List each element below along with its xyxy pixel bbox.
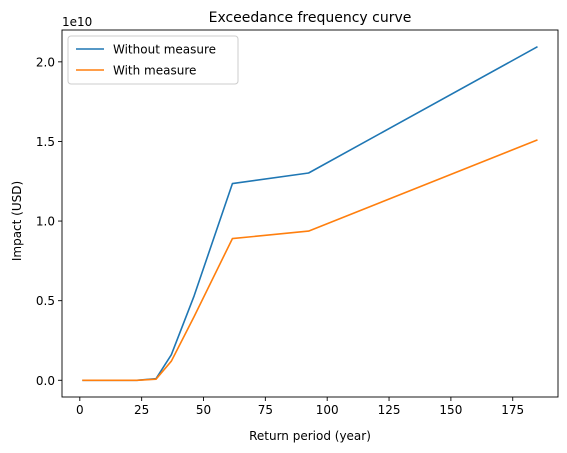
y-tick-label-0: 0.0 — [36, 374, 55, 388]
x-tick-label-25: 25 — [134, 403, 149, 417]
y-tick-label-4: 2.0 — [36, 55, 55, 69]
x-tick-label-150: 150 — [439, 403, 462, 417]
y-tick-label-3: 1.5 — [36, 135, 55, 149]
x-tick-label-75: 75 — [258, 403, 273, 417]
x-tick-label-50: 50 — [196, 403, 211, 417]
legend: Without measure With measure — [67, 35, 239, 85]
series-line-2 — [82, 139, 538, 382]
legend-label-1: Without measure — [113, 43, 216, 57]
plot-area: 0 25 50 75 100 125 150 175 0.0 0.5 1.0 1.5 2.0 — [36, 29, 559, 417]
legend-label-2: With measure — [113, 64, 196, 78]
chart-title: Exceedance frequency curve — [209, 10, 412, 26]
y-tick-label-2: 1.0 — [36, 215, 55, 229]
x-tick-label-175: 175 — [501, 403, 524, 417]
y-axis-label: Impact (USD) — [10, 181, 24, 261]
x-tick-label-0: 0 — [76, 403, 84, 417]
legend-box — [67, 35, 239, 85]
y-tick-label-1: 0.5 — [36, 294, 55, 308]
axes-frame — [61, 29, 559, 398]
x-tick-label-125: 125 — [378, 403, 401, 417]
x-axis-label: Return period (year) — [249, 429, 371, 443]
x-tick-label-100: 100 — [316, 403, 339, 417]
y-offset-label: 1e10 — [62, 15, 92, 29]
